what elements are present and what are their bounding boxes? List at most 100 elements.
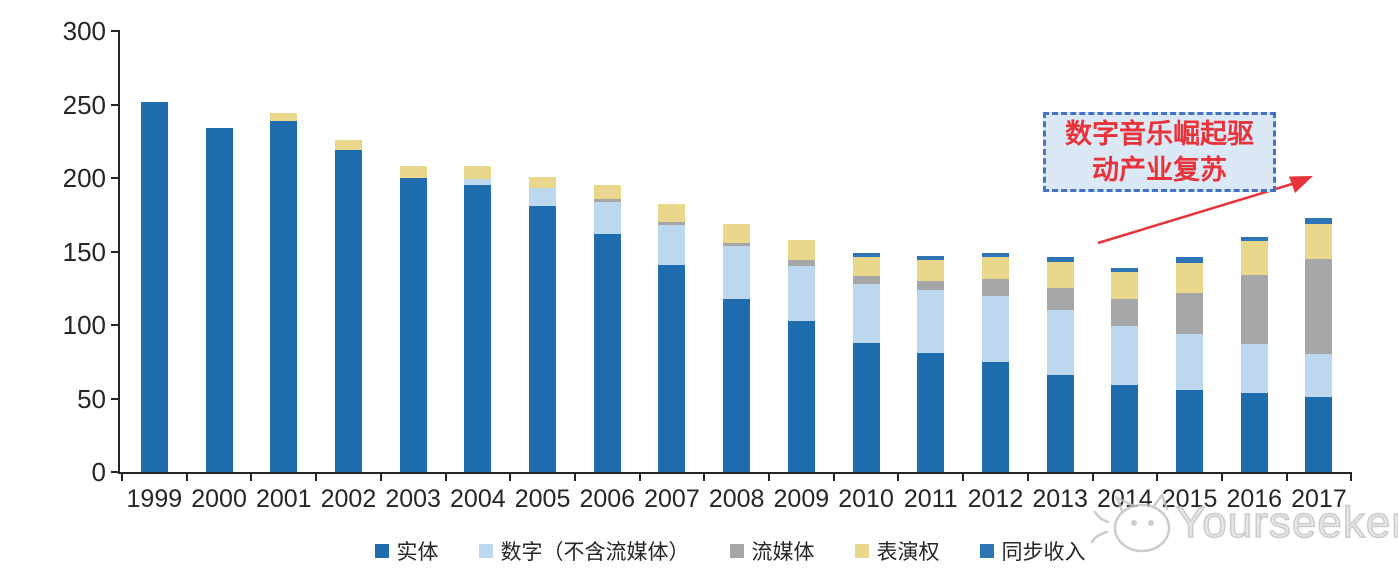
x-axis-label: 2005 bbox=[514, 485, 571, 513]
bar-segment bbox=[852, 252, 880, 258]
bar-segment bbox=[1240, 392, 1268, 472]
bar-segment bbox=[658, 264, 686, 472]
legend-label: 流媒体 bbox=[751, 541, 815, 564]
x-tick bbox=[1026, 473, 1029, 481]
legend-label: 表演权 bbox=[876, 541, 940, 564]
bar-segment bbox=[1111, 267, 1139, 273]
x-axis-label: 2000 bbox=[191, 485, 247, 513]
bar-segment bbox=[334, 139, 362, 151]
annotation-text-line1: 数字音乐崛起驱 bbox=[1065, 119, 1254, 149]
cat-logo-icon bbox=[1090, 494, 1171, 553]
watermark-text: Yourseeker bbox=[1175, 497, 1398, 548]
x-tick bbox=[1350, 473, 1353, 481]
x-tick bbox=[962, 473, 965, 481]
bar-segment bbox=[1046, 310, 1074, 375]
y-axis-label: 150 bbox=[62, 236, 106, 267]
x-tick bbox=[509, 473, 512, 481]
x-tick bbox=[250, 473, 253, 481]
legend-label: 同步收入 bbox=[1001, 541, 1086, 564]
x-axis-label: 2009 bbox=[773, 485, 830, 513]
legend-item: 数字（不含流媒体） bbox=[478, 536, 690, 566]
bar-segment bbox=[1176, 389, 1204, 472]
bar-segment bbox=[917, 255, 945, 261]
bar-segment bbox=[205, 128, 233, 472]
y-axis-label: 250 bbox=[62, 89, 106, 120]
bar-segment bbox=[1046, 257, 1074, 262]
bar-segment bbox=[852, 276, 880, 284]
x-tick bbox=[185, 473, 188, 481]
bar-segment bbox=[1046, 288, 1074, 311]
watermark: Yourseeker bbox=[1088, 492, 1398, 558]
bar-segment bbox=[723, 245, 751, 299]
bar-segment bbox=[270, 113, 298, 121]
x-tick bbox=[1285, 473, 1288, 481]
bar-segment bbox=[1111, 326, 1139, 386]
bar-segment bbox=[917, 352, 945, 472]
bar-segment bbox=[1305, 217, 1333, 224]
x-tick bbox=[444, 473, 447, 481]
bar-segment bbox=[1111, 385, 1139, 472]
x-axis-label: 2007 bbox=[644, 485, 700, 513]
bar-segment bbox=[529, 188, 557, 206]
x-tick bbox=[768, 473, 770, 481]
bar-segment bbox=[787, 239, 815, 261]
legend-swatch-icon bbox=[478, 544, 493, 558]
bar-segment bbox=[1176, 333, 1204, 390]
legend-swatch-icon bbox=[729, 544, 744, 558]
legend-item: 表演权 bbox=[854, 536, 940, 566]
bar-segment bbox=[464, 179, 492, 186]
bar-segment bbox=[593, 198, 621, 202]
y-axis-label: 50 bbox=[77, 383, 106, 414]
bar-segment bbox=[270, 120, 298, 472]
x-axis-label: 2004 bbox=[450, 485, 506, 513]
bar-segment bbox=[1240, 241, 1268, 275]
x-axis-label: 2008 bbox=[708, 485, 765, 513]
bar-segment bbox=[787, 320, 815, 472]
bar-segment bbox=[593, 185, 621, 199]
y-tick bbox=[111, 471, 120, 473]
x-tick bbox=[121, 473, 123, 481]
x-tick bbox=[832, 473, 835, 481]
x-axis-label: 2002 bbox=[320, 485, 377, 513]
bar-segment bbox=[917, 260, 945, 281]
x-tick bbox=[315, 473, 318, 481]
x-axis-label: 2014 bbox=[1097, 485, 1153, 513]
bar-segment bbox=[852, 283, 880, 343]
bar-segment bbox=[1240, 344, 1268, 393]
bar-segment bbox=[1176, 257, 1204, 264]
bar-segment bbox=[723, 242, 751, 246]
x-axis-label: 2011 bbox=[903, 485, 958, 513]
y-tick bbox=[111, 103, 120, 106]
y-tick bbox=[111, 397, 120, 400]
bar-segment bbox=[787, 266, 815, 321]
y-tick bbox=[111, 250, 120, 253]
legend-swatch-icon bbox=[374, 544, 389, 558]
legend-label: 实体 bbox=[396, 541, 439, 564]
x-axis-label: 2015 bbox=[1161, 485, 1218, 513]
x-tick bbox=[379, 473, 382, 481]
bar-segment bbox=[787, 260, 815, 267]
bar-segment bbox=[399, 166, 427, 178]
bar-segment bbox=[593, 233, 621, 472]
bar-segment bbox=[464, 185, 492, 472]
x-axis-label: 2006 bbox=[579, 485, 636, 513]
x-axis-line bbox=[118, 472, 1352, 474]
y-tick bbox=[111, 324, 120, 326]
y-axis-line bbox=[118, 31, 120, 474]
x-axis-label: 2001 bbox=[255, 485, 312, 513]
x-axis-label: 2003 bbox=[385, 485, 441, 513]
bar-segment bbox=[1111, 298, 1139, 327]
bar-segment bbox=[1111, 272, 1139, 299]
bar-segment bbox=[723, 223, 751, 243]
bar-segment bbox=[334, 150, 362, 472]
x-tick bbox=[1156, 473, 1159, 481]
bar-segment bbox=[464, 166, 492, 180]
legend-item: 同步收入 bbox=[979, 536, 1086, 566]
x-tick bbox=[573, 473, 576, 481]
bar-segment bbox=[852, 342, 880, 472]
bar-segment bbox=[529, 176, 557, 189]
legend-item: 流媒体 bbox=[729, 536, 815, 566]
bar-segment bbox=[1240, 236, 1268, 242]
x-axis-label: 2010 bbox=[838, 485, 894, 513]
